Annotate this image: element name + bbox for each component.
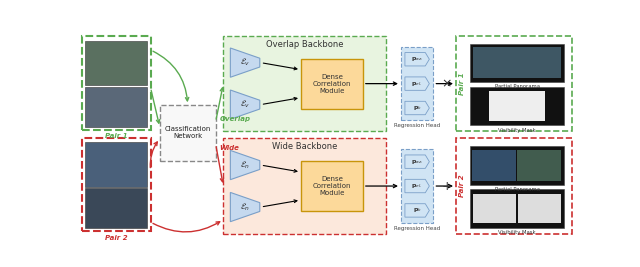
FancyBboxPatch shape [517, 150, 561, 181]
Text: $\mathbf{p}_{az.}$: $\mathbf{p}_{az.}$ [411, 55, 423, 63]
Text: Overlap: Overlap [220, 116, 250, 122]
FancyBboxPatch shape [223, 36, 386, 131]
FancyBboxPatch shape [472, 150, 516, 181]
FancyBboxPatch shape [85, 142, 147, 187]
FancyBboxPatch shape [85, 87, 147, 127]
Text: Wide: Wide [220, 146, 239, 151]
Text: Overlap Backbone: Overlap Backbone [266, 40, 344, 49]
Text: $\mathcal{E}_n$: $\mathcal{E}_n$ [240, 159, 250, 171]
FancyBboxPatch shape [473, 194, 516, 223]
Text: Visibility Mask: Visibility Mask [499, 128, 536, 132]
FancyBboxPatch shape [301, 58, 363, 109]
Text: $\mathbf{p}_{el.}$: $\mathbf{p}_{el.}$ [412, 80, 423, 88]
Polygon shape [230, 48, 260, 77]
Text: $\mathbf{p}_{el.}$: $\mathbf{p}_{el.}$ [412, 182, 423, 190]
Text: Dense
Correlation
Module: Dense Correlation Module [312, 176, 351, 196]
FancyBboxPatch shape [489, 91, 545, 121]
FancyBboxPatch shape [85, 188, 147, 228]
Text: Visibility Mask: Visibility Mask [499, 230, 536, 235]
Polygon shape [405, 204, 429, 217]
Text: Pair 2: Pair 2 [105, 234, 128, 241]
Polygon shape [230, 193, 260, 222]
Text: Pair 1: Pair 1 [105, 133, 128, 139]
Text: ×: × [442, 77, 452, 90]
FancyBboxPatch shape [301, 161, 363, 211]
Polygon shape [405, 77, 429, 90]
Text: Classification
Network: Classification Network [164, 126, 211, 139]
FancyBboxPatch shape [470, 146, 564, 184]
Polygon shape [230, 90, 260, 119]
Polygon shape [405, 155, 429, 168]
Text: Wide Backbone: Wide Backbone [272, 142, 337, 151]
Text: Partial Panorama: Partial Panorama [495, 84, 540, 89]
Polygon shape [230, 150, 260, 180]
FancyBboxPatch shape [223, 138, 386, 234]
FancyBboxPatch shape [160, 105, 216, 161]
FancyBboxPatch shape [470, 87, 564, 125]
FancyBboxPatch shape [470, 44, 564, 82]
Text: $\mathcal{E}_n$: $\mathcal{E}_n$ [240, 201, 250, 213]
FancyBboxPatch shape [401, 150, 433, 223]
Text: Regression Head: Regression Head [394, 226, 440, 231]
FancyBboxPatch shape [470, 189, 564, 228]
FancyBboxPatch shape [518, 194, 561, 223]
Text: +: + [442, 179, 452, 193]
Text: $\mathbf{p}_{k}$: $\mathbf{p}_{k}$ [413, 206, 422, 214]
Text: $\mathbf{p}_{az.}$: $\mathbf{p}_{az.}$ [411, 158, 423, 166]
Text: Dense
Correlation
Module: Dense Correlation Module [312, 74, 351, 94]
Text: $\mathcal{E}_v$: $\mathcal{E}_v$ [240, 99, 250, 110]
Text: Partial Panorama: Partial Panorama [495, 187, 540, 192]
FancyBboxPatch shape [401, 47, 433, 120]
Text: $\mathbf{p}_{k}$: $\mathbf{p}_{k}$ [413, 104, 422, 112]
Polygon shape [405, 53, 429, 66]
Text: Regression Head: Regression Head [394, 123, 440, 128]
Text: Pair 1: Pair 1 [459, 72, 465, 95]
Text: $\mathcal{E}_v$: $\mathcal{E}_v$ [240, 57, 250, 68]
FancyBboxPatch shape [473, 48, 561, 78]
FancyBboxPatch shape [85, 41, 147, 85]
Polygon shape [405, 179, 429, 193]
Polygon shape [405, 101, 429, 115]
Text: Pair 2: Pair 2 [459, 175, 465, 197]
